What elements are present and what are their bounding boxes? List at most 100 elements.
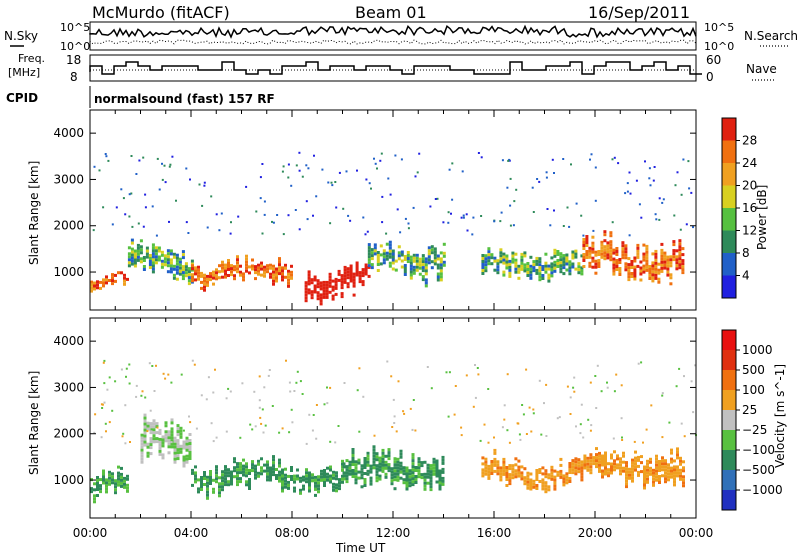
scatter-cell — [670, 460, 673, 464]
scatter-cell — [158, 431, 162, 435]
scatter-cell — [287, 486, 290, 490]
scatter-cell — [640, 361, 643, 364]
scatter-cell — [609, 234, 613, 238]
scatter-cell — [694, 364, 697, 367]
scatter-cell — [415, 262, 419, 266]
scatter-cell — [178, 272, 182, 276]
scatter-cell — [351, 469, 355, 472]
scatter-cell — [152, 425, 156, 429]
scatter-cell — [261, 408, 264, 411]
scatter-cell — [197, 274, 200, 278]
scatter-cell — [679, 471, 682, 475]
scatter-cell — [314, 493, 317, 497]
scatter-cell — [375, 458, 379, 462]
scatter-cell — [272, 276, 275, 280]
scatter-cell — [541, 478, 545, 482]
scatter-cell — [266, 270, 269, 274]
scatter-cell — [284, 263, 287, 267]
scatter-cell — [143, 434, 147, 438]
scatter-cell — [366, 457, 370, 461]
scatter-cell — [206, 277, 209, 281]
scatter-cell — [484, 457, 488, 461]
scatter-cell — [642, 243, 646, 247]
scatter-cell — [535, 268, 539, 272]
scatter-cell — [360, 473, 364, 477]
colorbar-segment — [722, 230, 736, 254]
scatter-cell — [167, 430, 171, 434]
scatter-cell — [675, 255, 679, 259]
scatter-cell — [182, 464, 186, 468]
scatter-cell — [591, 247, 595, 251]
scatter-cell — [402, 410, 405, 413]
scatter-cell — [566, 206, 569, 209]
scatter-cell — [169, 252, 173, 256]
scatter-cell — [369, 479, 373, 483]
scatter-cell — [606, 381, 608, 384]
scatter-cell — [227, 262, 230, 265]
scatter-cell — [603, 257, 607, 261]
scatter-cell — [643, 480, 646, 484]
scatter-cell — [429, 482, 433, 486]
scatter-cell — [565, 475, 569, 479]
scatter-cell — [681, 268, 685, 272]
scatter-cell — [481, 456, 485, 460]
scatter-cell — [423, 475, 427, 479]
scatter-cell — [295, 164, 298, 167]
scatter-cell — [304, 281, 308, 285]
scatter-cell — [625, 467, 628, 471]
scatter-cell — [131, 225, 134, 228]
scatter-cell — [396, 472, 400, 476]
scatter-cell — [348, 472, 352, 476]
scatter-cell — [376, 257, 380, 260]
scatter-cell — [248, 265, 251, 269]
scatter-cell — [476, 367, 479, 369]
scatter-cell — [655, 469, 658, 473]
x-tick-label: 20:00 — [578, 526, 613, 540]
scatter-cell — [660, 257, 664, 261]
scatter-cell — [405, 469, 409, 473]
scatter-cell — [664, 462, 667, 466]
scatter-cell — [408, 481, 412, 485]
scatter-cell — [302, 478, 305, 482]
scatter-cell — [670, 457, 673, 461]
scatter-cell — [364, 272, 368, 276]
scatter-cell — [185, 460, 189, 464]
scatter-cell — [175, 268, 179, 272]
scatter-cell — [221, 485, 224, 489]
scatter-cell — [559, 475, 563, 479]
scatter-cell — [399, 461, 403, 465]
scatter-cell — [338, 484, 341, 488]
scatter-cell — [577, 467, 581, 471]
scatter-cell — [559, 255, 563, 259]
scatter-cell — [487, 259, 491, 263]
scatter-cell — [284, 467, 287, 471]
scatter-cell — [450, 212, 452, 215]
scatter-cell — [90, 487, 93, 491]
scatter-cell — [167, 451, 171, 455]
scatter-cell — [648, 268, 652, 271]
scatter-cell — [266, 475, 269, 479]
scatter-cell — [152, 428, 156, 432]
scatter-cell — [501, 159, 504, 162]
scatter-cell — [631, 464, 634, 468]
scatter-cell — [487, 250, 491, 254]
scatter-cell — [181, 271, 185, 275]
scatter-cell — [230, 479, 233, 483]
scatter-cell — [146, 421, 150, 425]
scatter-cell — [121, 435, 124, 438]
colorbar-tick-label: 4 — [742, 269, 750, 283]
scatter-cell — [173, 451, 177, 455]
scatter-cell — [654, 249, 658, 253]
scatter-cell — [511, 260, 515, 264]
scatter-cell — [502, 261, 506, 265]
scatter-cell — [678, 257, 682, 261]
scatter-cell — [619, 472, 622, 476]
scatter-cell — [148, 260, 152, 263]
scatter-cell — [218, 491, 221, 495]
scatter-cell — [589, 429, 592, 432]
date-title: 16/Sep/2011 — [588, 3, 690, 22]
scatter-cell — [670, 451, 673, 455]
colorbar-tick-label: 20 — [742, 179, 757, 193]
scatter-cell — [420, 476, 424, 480]
scatter-cell — [582, 436, 585, 439]
